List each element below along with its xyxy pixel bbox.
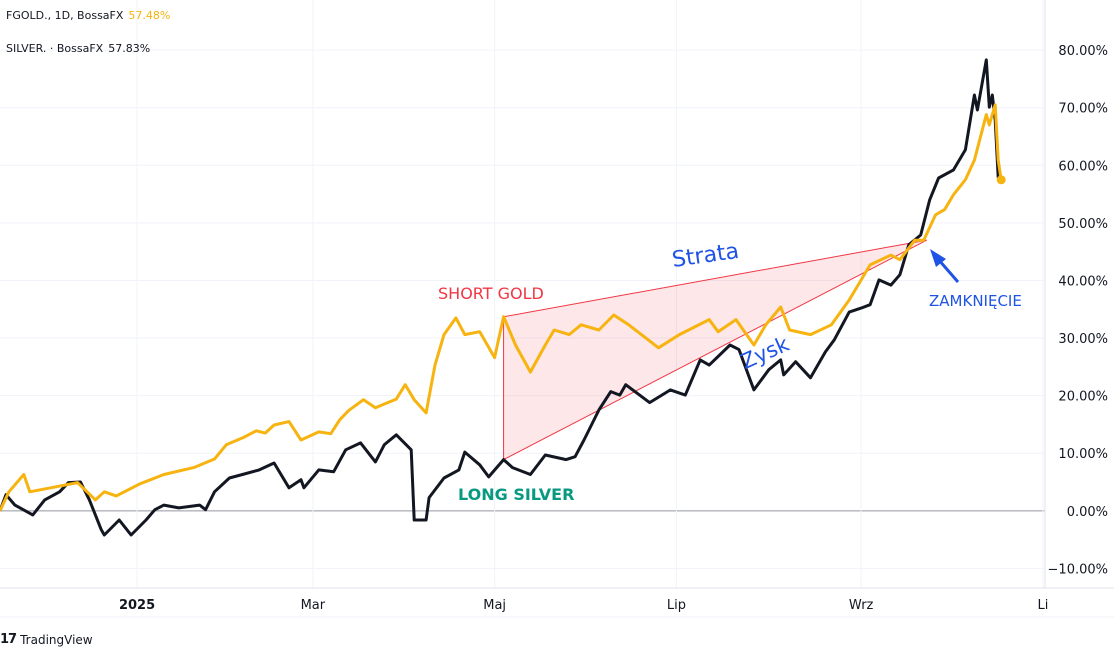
series-line-fgold (0, 103, 1003, 512)
grid (0, 0, 1045, 588)
x-tick-label: Maj (483, 598, 506, 613)
legend-silver-label: SILVER. · BossaFX (6, 42, 104, 55)
x-tick-label: Li (1037, 598, 1048, 613)
x-tick-label: 2025 (119, 598, 155, 613)
y-tick-label: 20.00% (1058, 390, 1108, 405)
y-tick-label: 50.00% (1058, 217, 1108, 232)
trade-triangle (503, 239, 927, 461)
series-line-silver (0, 58, 1000, 537)
series-layer (0, 58, 1006, 537)
y-tick-label: 60.00% (1058, 159, 1108, 174)
tradingview-logo[interactable]: 17 TradingView (0, 632, 93, 647)
tradingview-brand: TradingView (20, 632, 93, 647)
y-tick-label: 70.00% (1058, 102, 1108, 117)
x-tick-label: Mar (301, 598, 326, 613)
label-long-silver: LONG SILVER (458, 485, 575, 504)
legend-gold[interactable]: FGOLD., 1D, BossaFX 57.48% (6, 9, 170, 22)
y-tick-label: −10.00% (1048, 562, 1108, 577)
trade-annotation (503, 239, 927, 461)
legend-gold-value: 57.48% (128, 9, 171, 22)
tradingview-logo-icon: 17 (0, 632, 17, 647)
label-zamkniecie: ZAMKNIĘCIE (929, 292, 1022, 310)
legend-silver-value: 57.83% (108, 42, 151, 55)
last-point-marker (996, 175, 1006, 185)
y-tick-label: 0.00% (1067, 505, 1108, 520)
x-tick-label: Wrz (849, 598, 874, 613)
y-tick-label: 40.00% (1058, 274, 1108, 289)
y-tick-label: 30.00% (1058, 332, 1108, 347)
arrow-icon (930, 249, 960, 283)
legend-gold-label: FGOLD., 1D, BossaFX (6, 9, 124, 22)
axes: 80.00% 70.00% 60.00% 50.00% 40.00% 30.00% 20.0… (0, 0, 1114, 618)
x-tick-label: Lip (667, 598, 686, 613)
y-tick-label: 80.00% (1058, 44, 1108, 59)
legend-silver[interactable]: SILVER. · BossaFX 57.83% (6, 42, 150, 55)
y-tick-label: 10.00% (1058, 447, 1108, 462)
label-short-gold: SHORT GOLD (438, 284, 544, 303)
